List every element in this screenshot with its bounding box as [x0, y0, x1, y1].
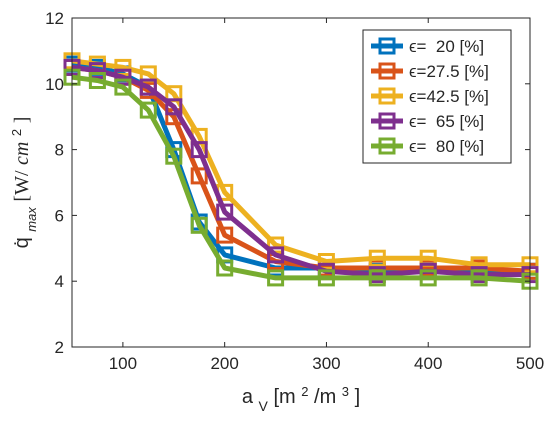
legend-entry: ϵ= 65 [%] [409, 112, 484, 131]
data-point [216, 259, 234, 277]
y-label-unit-open: [W/ [11, 170, 33, 202]
y-tick-label: 2 [55, 338, 64, 357]
data-point [419, 269, 437, 287]
data-point [267, 246, 285, 264]
x-axis-label: a V [m 2 /m 3 ] [242, 384, 360, 415]
y-tick-label: 10 [45, 75, 64, 94]
x-label-sub: V [259, 398, 269, 414]
data-point [470, 269, 488, 287]
data-point [88, 72, 106, 89]
data-point [139, 78, 157, 96]
legend-swatch-marker [378, 137, 396, 155]
data-point [368, 249, 386, 267]
legend-entry: ϵ= 80 [%] [409, 137, 484, 156]
series-line-3 [71, 58, 530, 268]
x-label-unit-close: ] [355, 386, 361, 408]
y-label-sub: max [24, 207, 39, 232]
x-tick-label: 100 [109, 354, 137, 373]
y-label-unit-close: ] [11, 117, 33, 124]
y-tick-label: 6 [55, 206, 64, 225]
y-tick-label: 4 [55, 272, 64, 291]
axes-layer: 100 200 300 400 500 2 4 6 8 10 12 [45, 9, 544, 373]
y-label-base: q̇ [11, 237, 33, 248]
data-point [267, 269, 285, 287]
y-tick-label: 8 [55, 141, 64, 160]
legend-swatch-marker [378, 112, 396, 130]
data-point [114, 78, 132, 96]
data-point [368, 269, 386, 287]
legend-swatch-marker [378, 62, 396, 80]
y-label-sup: 2 [9, 129, 24, 136]
data-point [216, 226, 234, 244]
x-tick-label: 300 [312, 354, 340, 373]
x-label-sup2: 3 [342, 384, 349, 399]
data-point [317, 269, 335, 287]
data-point [165, 98, 183, 116]
legend: ϵ= 20 [%] ϵ=27.5 [%] ϵ=42.5 [%] ϵ= 65 [%] ϵ=… [362, 29, 512, 164]
axes-box [71, 17, 531, 348]
x-tick-label: 400 [414, 354, 442, 373]
data-point [88, 62, 106, 80]
legend-entry: ϵ= 20 [%] [409, 37, 484, 56]
y-label-unit-cm: cm [11, 142, 33, 165]
x-label-unit-mid: /m [314, 386, 336, 408]
data-point [317, 253, 335, 270]
data-point [190, 141, 208, 159]
data-point [216, 203, 234, 221]
y-axis-label: q̇ max [W/ cm 2 ] [9, 117, 39, 249]
data-point [165, 147, 183, 165]
data-point [139, 101, 157, 119]
x-tick-label: 500 [516, 354, 544, 373]
legend-entry: ϵ=42.5 [%] [409, 87, 489, 106]
data-point [190, 216, 208, 234]
x-tick-label: 200 [210, 354, 238, 373]
legend-swatch-marker [378, 37, 396, 55]
legend-swatch-marker [378, 87, 396, 105]
data-point [114, 68, 132, 86]
data-point [114, 58, 132, 76]
series-line-5 [71, 74, 531, 284]
x-label-unit-open: [m [273, 386, 295, 408]
plot-layer [63, 52, 539, 290]
data-point [190, 167, 208, 185]
legend-entry: ϵ=27.5 [%] [409, 62, 489, 81]
x-label-base: a [242, 386, 254, 408]
y-tick-label: 12 [45, 9, 64, 28]
x-label-sup1: 2 [301, 384, 308, 399]
